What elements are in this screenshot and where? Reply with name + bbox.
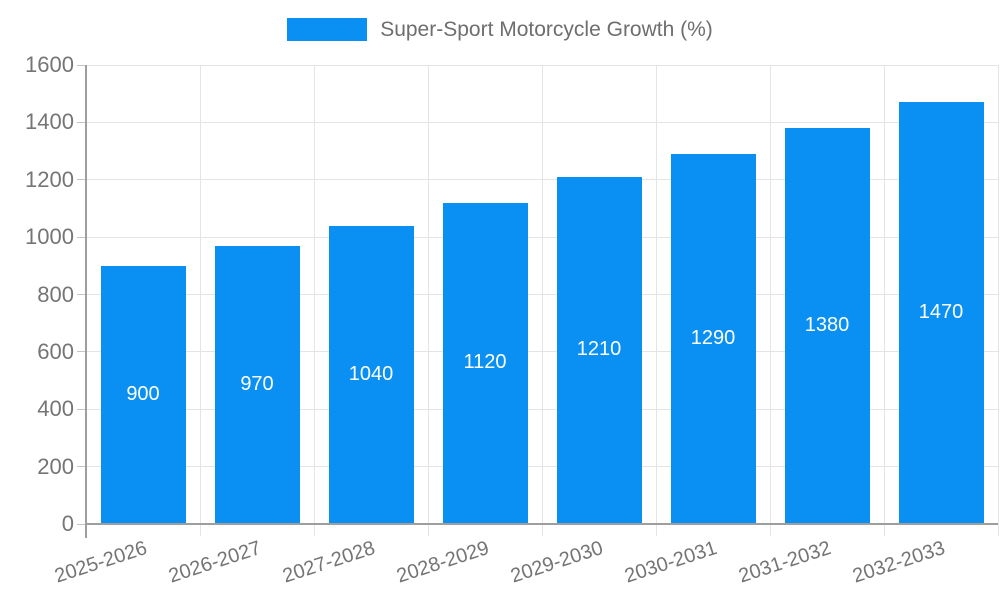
y-axis-label: 1200 (25, 166, 74, 192)
bar-value-label: 1470 (918, 301, 964, 324)
x-axis-tick (655, 524, 657, 536)
y-axis-label: 200 (37, 453, 74, 479)
legend-item[interactable]: Super-Sport Motorcycle Growth (%) (287, 18, 713, 41)
bar-value-label: 1290 (690, 326, 736, 349)
bar[interactable] (556, 176, 642, 524)
bar[interactable] (214, 245, 300, 524)
bar-value-label: 900 (126, 382, 160, 405)
y-axis-label: 400 (37, 396, 74, 422)
x-axis-line (86, 523, 998, 525)
x-axis-tick (541, 524, 543, 536)
bar[interactable] (442, 202, 528, 524)
gridline-vertical (769, 65, 771, 524)
bar-value-label: 1120 (463, 351, 507, 374)
bar[interactable] (328, 225, 414, 524)
bar[interactable] (670, 153, 756, 524)
y-axis-tick (77, 294, 86, 295)
y-axis-label: 1600 (25, 52, 74, 77)
gridline-vertical (541, 65, 543, 524)
x-axis-tick (313, 524, 315, 536)
bar-value-label: 1210 (576, 338, 622, 361)
gridline-vertical (427, 65, 429, 524)
y-axis-label: 1400 (25, 109, 74, 135)
y-axis-tick (77, 179, 86, 181)
x-axis-tick (769, 524, 771, 536)
x-axis-tick (883, 524, 885, 536)
gridline-vertical (655, 65, 657, 524)
y-axis-line (85, 65, 87, 538)
y-axis-tick (77, 64, 86, 66)
x-axis-tick (997, 524, 999, 536)
gridline-vertical (883, 65, 885, 524)
y-axis-tick (77, 408, 86, 410)
y-axis-label: 600 (37, 338, 74, 364)
gridline-vertical (997, 65, 999, 524)
bar[interactable] (784, 128, 870, 524)
y-axis-tick (77, 351, 86, 353)
y-axis-tick (77, 466, 86, 468)
bar-value-label: 1380 (804, 314, 850, 337)
y-axis-tick (77, 236, 86, 238)
y-axis-tick (77, 121, 86, 123)
y-axis-label: 800 (37, 281, 74, 307)
y-axis-label: 0 (61, 511, 74, 536)
y-axis-label: 1000 (25, 224, 74, 250)
legend: Super-Sport Motorcycle Growth (%) (0, 18, 1000, 41)
bar-value-label: 1040 (348, 362, 394, 385)
x-axis-tick (427, 524, 429, 536)
legend-label: Super-Sport Motorcycle Growth (%) (380, 18, 713, 41)
x-axis-tick (199, 524, 201, 536)
legend-swatch-icon (287, 18, 368, 41)
bar[interactable] (898, 102, 984, 524)
bar[interactable] (100, 265, 186, 524)
gridline-vertical (313, 65, 315, 524)
y-axis-tick (77, 523, 86, 525)
gridline-vertical (199, 65, 201, 524)
bar-value-label: 970 (240, 372, 274, 395)
